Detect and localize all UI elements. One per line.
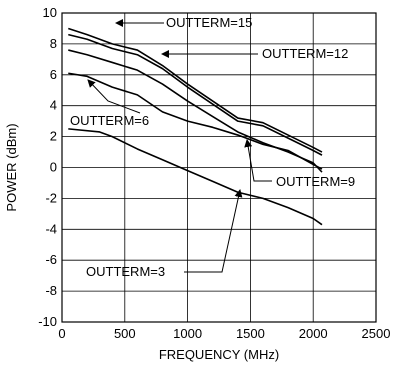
x-tick-label: 1500 [236,326,265,341]
plot-frame [61,12,377,323]
y-tick-label: -4 [45,221,57,236]
series-line-outterm-6 [68,72,323,170]
series-line-outterm-9 [68,49,323,173]
x-tick-label: 1000 [173,326,202,341]
y-tick-label: 0 [50,160,57,175]
series-line-outterm-12 [68,33,323,156]
y-tick-label: 2 [50,129,57,144]
series-layer [68,27,323,226]
annotation-arrow [87,79,141,114]
x-tick-label: 0 [58,326,65,341]
y-tick-label: 8 [50,36,57,51]
x-tick-label: 500 [114,326,136,341]
x-axis-title: FREQUENCY (MHz) [159,347,279,362]
y-tick-labels: -10 -8 -6 -4 -2 0 2 4 6 8 10 [38,5,57,329]
y-tick-label: -10 [38,314,57,329]
y-tick-label: 6 [50,67,57,82]
annotation-arrow [184,189,243,273]
annotation-arrow [244,139,272,182]
x-tick-label: 2500 [362,326,391,341]
annotation-label: OUTTERM=15 [166,15,252,30]
annotation-label: OUTTERM=9 [276,174,355,189]
y-axis-title: POWER (dBm) [4,123,19,211]
y-tick-label: 4 [50,98,57,113]
annotation-label: OUTTERM=12 [262,46,348,61]
y-tick-label: -6 [45,252,57,267]
x-tick-label: 2000 [299,326,328,341]
y-tick-label: -8 [45,283,57,298]
x-tick-labels: 0 500 1000 1500 2000 2500 [58,326,390,341]
annotation-label: OUTTERM=6 [70,113,149,128]
annotation-label: OUTTERM=3 [86,264,165,279]
grid-lines [62,13,376,322]
series-line-outterm-15 [68,27,323,153]
y-tick-label: 10 [43,5,57,20]
annotations: OUTTERM=15 OUTTERM=12 OUTTERM=9 OUTTERM=6 OU… [70,15,355,279]
y-tick-label: -2 [45,190,57,205]
series-line-outterm-3 [68,128,323,226]
